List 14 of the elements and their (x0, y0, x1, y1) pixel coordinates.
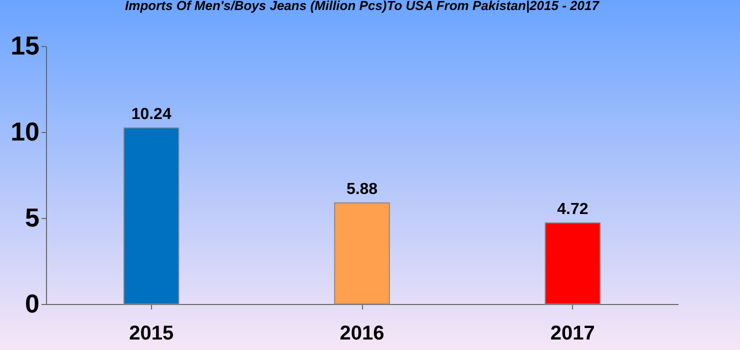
x-tick-label: 2017 (550, 322, 595, 344)
bar (544, 222, 601, 304)
y-tick-label: 5 (25, 202, 40, 232)
bar (334, 202, 390, 304)
y-tick-label: 15 (10, 30, 40, 60)
bar (123, 127, 180, 304)
chart-title: Imports Of Men's/Boys Jeans (Million Pcs)To USA From Pakistan|2015 - 2017 (125, 0, 600, 13)
data-label: 10.24 (131, 106, 172, 123)
y-tick-label: 0 (25, 288, 40, 318)
data-label: 4.72 (557, 200, 588, 218)
data-label: 5.88 (346, 180, 378, 198)
y-tick-label: 10 (10, 116, 40, 146)
x-tick-label: 2016 (340, 322, 384, 344)
x-tick-label: 2015 (129, 322, 174, 344)
